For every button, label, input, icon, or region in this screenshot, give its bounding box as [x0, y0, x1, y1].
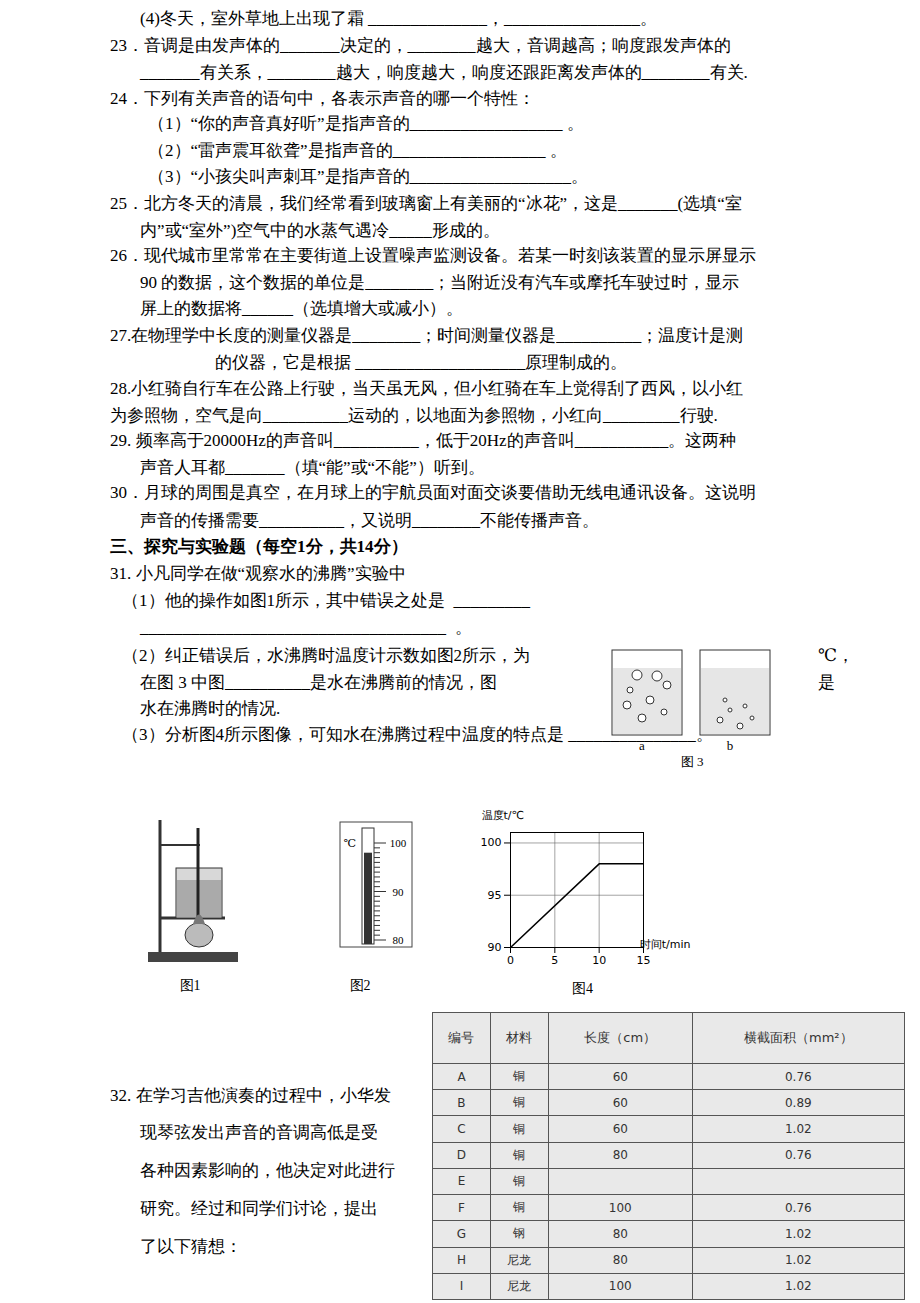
svg-text:95: 95: [488, 889, 502, 902]
svg-text:0: 0: [507, 954, 514, 967]
svg-text:a: a: [639, 738, 645, 753]
svg-text:80: 80: [393, 934, 405, 946]
svg-text:90: 90: [488, 941, 502, 954]
svg-text:5: 5: [551, 954, 558, 967]
svg-text:100: 100: [481, 836, 502, 849]
svg-text:10: 10: [592, 954, 606, 967]
svg-text:时间t/min: 时间t/min: [640, 938, 691, 951]
svg-text:100: 100: [390, 837, 407, 849]
svg-text:温度t/℃: 温度t/℃: [482, 809, 524, 822]
svg-text:图1: 图1: [180, 978, 201, 993]
svg-text:图2: 图2: [350, 978, 371, 993]
svg-text:b: b: [727, 738, 734, 753]
svg-text:15: 15: [637, 954, 651, 967]
svg-text:℃: ℃: [344, 837, 356, 849]
svg-text:90: 90: [393, 886, 405, 898]
svg-text:图 3: 图 3: [681, 754, 704, 769]
